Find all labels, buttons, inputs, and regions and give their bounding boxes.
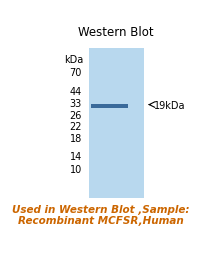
Text: 70: 70: [70, 67, 82, 77]
Text: kDa: kDa: [64, 55, 83, 65]
Text: Used in Western Blot ,Sample:: Used in Western Blot ,Sample:: [12, 204, 190, 214]
Bar: [89, 49, 144, 199]
Text: 26: 26: [70, 111, 82, 121]
Text: 10: 10: [70, 165, 82, 174]
Text: 19kDa: 19kDa: [154, 100, 185, 110]
Text: 44: 44: [70, 87, 82, 97]
Text: Western Blot: Western Blot: [78, 26, 154, 39]
Text: Recombinant MCFSR,Human: Recombinant MCFSR,Human: [18, 216, 184, 226]
Text: 22: 22: [69, 122, 82, 132]
Text: 33: 33: [70, 99, 82, 109]
Text: 14: 14: [70, 151, 82, 161]
Text: 18: 18: [70, 133, 82, 143]
Bar: [91, 104, 128, 109]
